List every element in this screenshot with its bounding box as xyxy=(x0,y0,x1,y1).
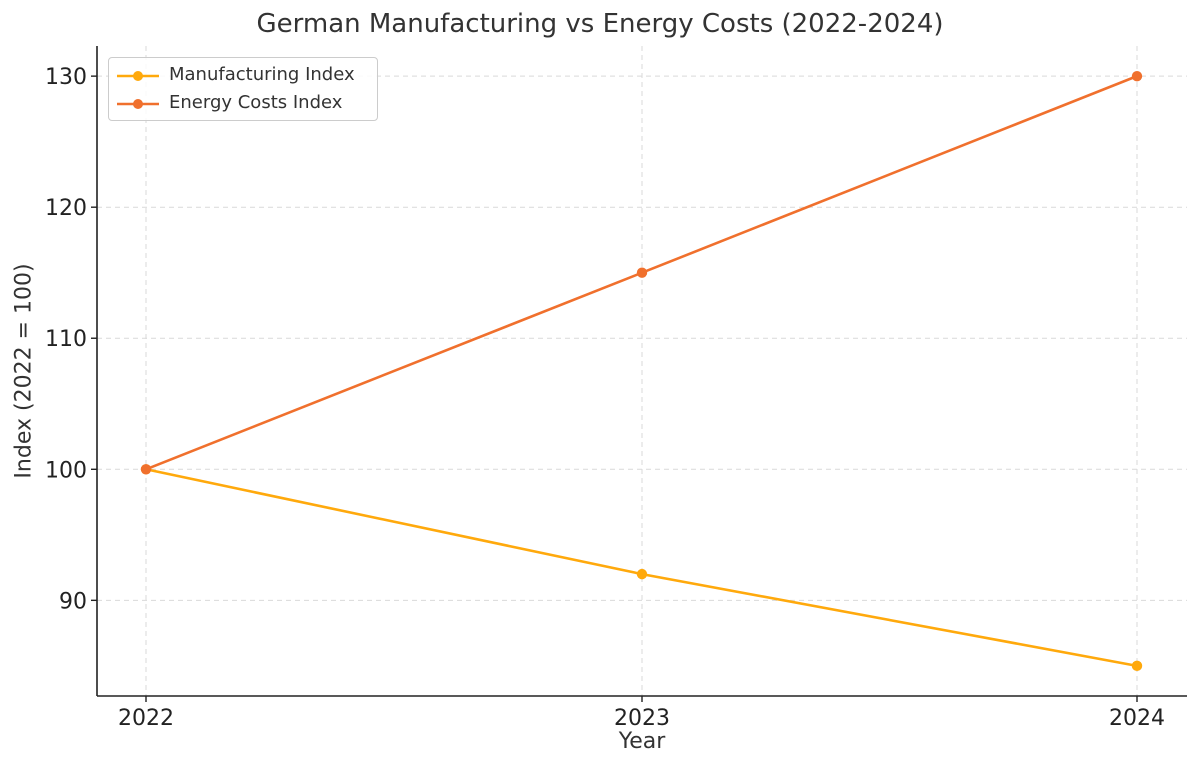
legend: Manufacturing Index Energy Costs Index xyxy=(108,57,378,121)
data-point-energy-costs xyxy=(1131,70,1143,82)
data-series xyxy=(140,70,1143,672)
x-axis-label: Year xyxy=(618,729,666,754)
y-axis-label: Index (2022 = 100) xyxy=(11,263,37,479)
x-tick-label: 2024 xyxy=(1109,706,1165,731)
data-point-manufacturing xyxy=(1131,660,1143,672)
y-tick-label: 130 xyxy=(45,65,87,90)
legend-swatch-energy-costs xyxy=(117,99,159,109)
chart-title: German Manufacturing vs Energy Costs (20… xyxy=(256,9,944,39)
data-point-energy-costs xyxy=(636,267,648,278)
y-tick-label: 90 xyxy=(59,589,87,614)
y-tick-label: 120 xyxy=(45,196,87,221)
x-tick-label: 2023 xyxy=(614,706,670,731)
tick-marks xyxy=(91,75,1138,702)
tick-labels: 90 100 110 120 130 2022 2023 2024 xyxy=(45,65,1165,731)
legend-swatch-manufacturing xyxy=(117,71,159,81)
x-tick-label: 2022 xyxy=(118,706,174,731)
data-point-manufacturing xyxy=(636,568,648,580)
legend-label-energy-costs: Energy Costs Index xyxy=(169,92,343,113)
legend-item-manufacturing: Manufacturing Index xyxy=(109,64,377,86)
grid-lines xyxy=(97,46,1187,696)
legend-label-manufacturing: Manufacturing Index xyxy=(169,64,355,85)
legend-item-energy-costs: Energy Costs Index xyxy=(109,92,377,114)
y-tick-label: 110 xyxy=(45,327,87,352)
y-tick-label: 100 xyxy=(45,458,87,483)
data-point-energy-costs xyxy=(140,464,152,475)
